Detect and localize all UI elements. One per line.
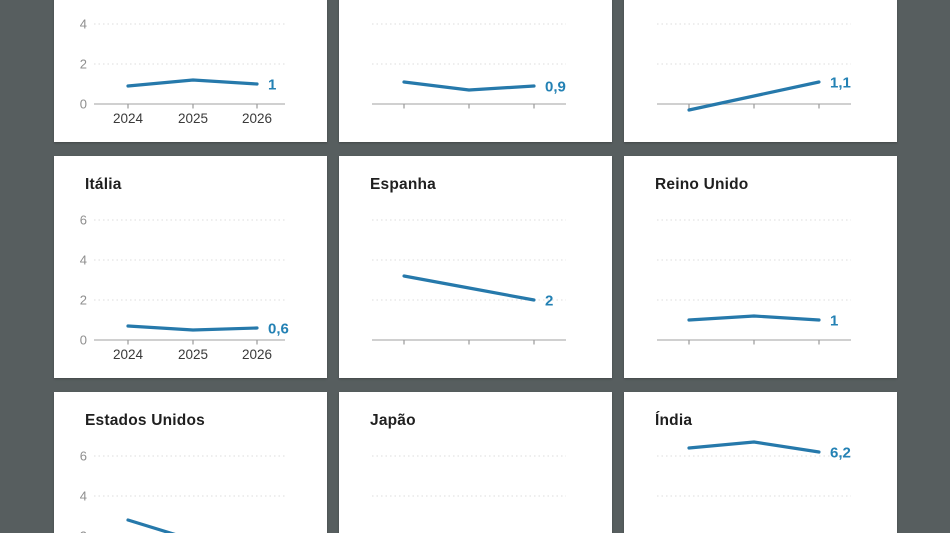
line-chart: 6,2 <box>657 440 851 497</box>
chart-title: Japão <box>370 412 416 429</box>
chart-title: Estados Unidos <box>85 412 205 429</box>
y-tick-label: 0 <box>80 97 87 112</box>
x-tick-label: 2025 <box>178 111 208 126</box>
line-chart: 1,1 <box>657 23 851 112</box>
data-line <box>687 314 821 322</box>
chart-panel-row1-col1: 02462024202520261 <box>54 0 327 142</box>
y-tick-label: 6 <box>80 213 87 228</box>
value-label: 1,1 <box>830 75 851 92</box>
y-tick-label: 2 <box>80 293 87 308</box>
y-tick-label: 2 <box>80 57 87 72</box>
data-line <box>402 274 536 302</box>
data-line <box>126 78 259 88</box>
line-chart <box>372 455 566 497</box>
chart-title: Reino Unido <box>655 176 749 193</box>
x-tick-label: 2024 <box>113 347 144 362</box>
value-label: 0,6 <box>268 321 289 338</box>
line-chart: 0 2 4 6 2024 2025 2026 0,6 <box>80 213 289 363</box>
y-tick-label: 0 <box>80 333 87 348</box>
value-label: 1 <box>268 77 276 94</box>
line-chart: 2 <box>372 219 566 345</box>
data-line <box>126 518 176 533</box>
chart-title: Índia <box>655 412 693 429</box>
chart-panel-reino-unido: Reino Unido 1 <box>624 156 897 378</box>
line-chart: 1 <box>657 219 851 345</box>
y-tick-label: 4 <box>80 489 87 504</box>
chart-panel-row1-col3: 1,1 <box>624 0 897 142</box>
y-tick-label: 2 <box>80 529 87 533</box>
x-tick-label: 2026 <box>242 347 272 362</box>
x-tick-label: 2025 <box>178 347 208 362</box>
chart-panel-japao: Japão <box>339 392 612 533</box>
chart-title: Espanha <box>370 176 437 193</box>
data-line <box>126 324 259 332</box>
line-chart: 02462024202520261 <box>80 17 285 126</box>
value-label: 2 <box>545 293 553 310</box>
chart-panel-espanha: Espanha 2 <box>339 156 612 378</box>
line-chart: 0,9 <box>372 23 566 109</box>
data-line <box>402 80 536 92</box>
y-tick-label: 4 <box>80 253 87 268</box>
chart-title: Itália <box>85 176 122 193</box>
x-tick-label: 2026 <box>242 111 272 126</box>
chart-panel-row1-col2: 0,9 <box>339 0 612 142</box>
data-line <box>687 80 821 112</box>
data-line <box>687 440 821 454</box>
value-label: 0,9 <box>545 79 566 96</box>
chart-panel-italia: Itália 0 2 4 6 2024 2025 2026 0,6 <box>54 156 327 378</box>
y-tick-label: 4 <box>80 17 87 32</box>
value-label: 1 <box>830 313 838 330</box>
x-tick-label: 2024 <box>113 111 144 126</box>
y-tick-label: 6 <box>80 449 87 464</box>
chart-panel-india: Índia 6,2 <box>624 392 897 533</box>
value-label: 6,2 <box>830 445 851 462</box>
